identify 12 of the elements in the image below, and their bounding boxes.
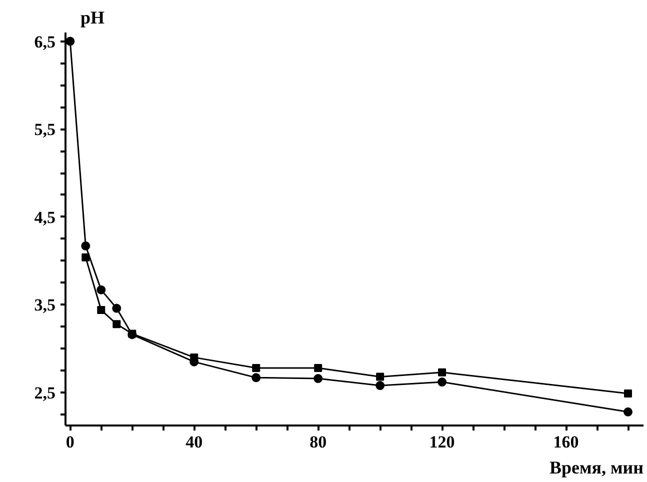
y-tick-label: 6,5: [34, 32, 56, 52]
y-axis-title: pH: [80, 8, 105, 28]
y-tick-label: 5,5: [34, 120, 56, 140]
x-axis-title: Время, мин: [549, 458, 644, 478]
x-tick-label: 40: [186, 432, 203, 452]
y-tick-label: 3,5: [34, 296, 56, 315]
x-tick-label: 80: [310, 432, 327, 452]
x-tick-label: 120: [429, 432, 455, 452]
x-tick-label: 160: [553, 432, 579, 452]
x-tick-label: 0: [66, 432, 74, 452]
y-tick-label: 4,5: [34, 208, 56, 227]
y-tick-label: 2,5: [34, 384, 56, 403]
